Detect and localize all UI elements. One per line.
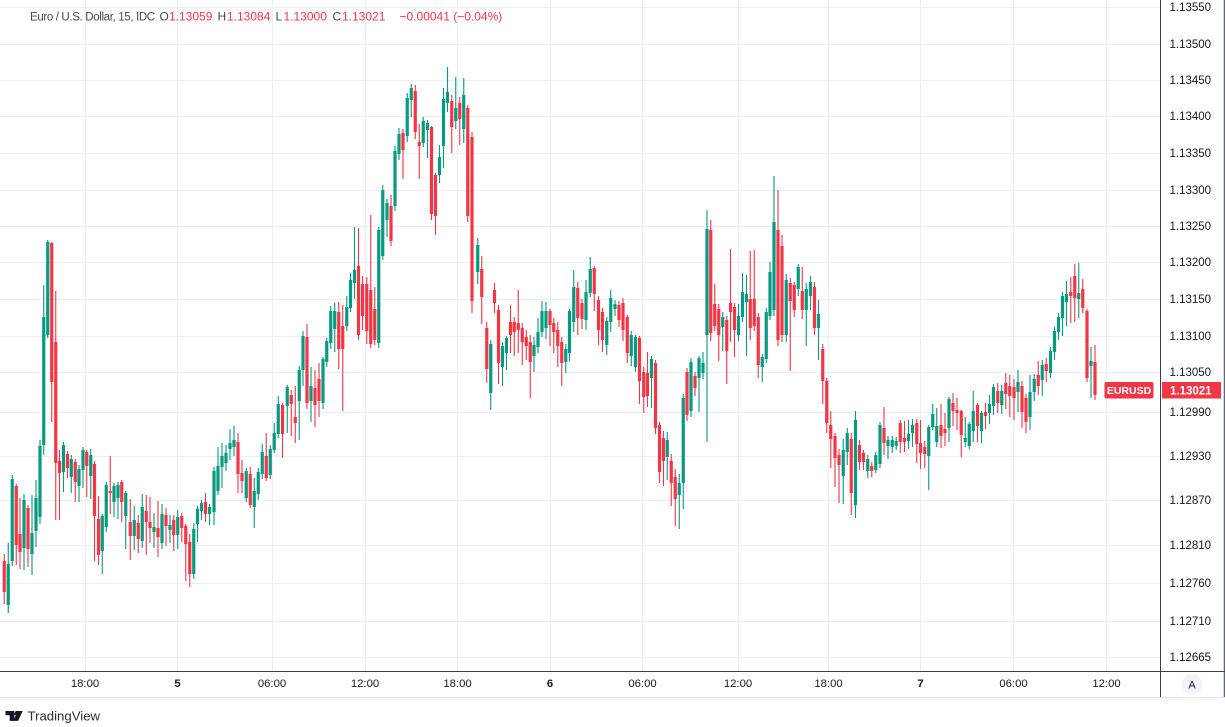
svg-text:18:00: 18:00: [443, 678, 471, 690]
svg-text:1.13100: 1.13100: [1170, 331, 1212, 343]
svg-text:1.13400: 1.13400: [1170, 111, 1212, 123]
svg-text:1.13550: 1.13550: [1170, 2, 1212, 14]
svg-text:5: 5: [174, 678, 180, 690]
svg-text:18:00: 18:00: [71, 678, 99, 690]
svg-text:1.13021: 1.13021: [1170, 386, 1212, 398]
svg-text:Euro / U.S. Dollar, 15, IDC: Euro / U.S. Dollar, 15, IDC: [30, 12, 155, 24]
svg-text:1.13050: 1.13050: [1170, 367, 1212, 379]
svg-text:1.13200: 1.13200: [1170, 257, 1212, 269]
svg-text:TradingView: TradingView: [28, 709, 101, 724]
svg-text:06:00: 06:00: [258, 678, 286, 690]
svg-text:18:00: 18:00: [814, 678, 842, 690]
svg-text:7: 7: [917, 678, 923, 690]
svg-text:12:00: 12:00: [351, 678, 379, 690]
svg-text:1.12870: 1.12870: [1170, 495, 1212, 507]
svg-text:1.12930: 1.12930: [1170, 451, 1212, 463]
svg-text:6: 6: [547, 678, 553, 690]
svg-text:1.12810: 1.12810: [1170, 540, 1212, 552]
svg-text:06:00: 06:00: [999, 678, 1027, 690]
svg-text:12:00: 12:00: [724, 678, 752, 690]
svg-text:1.13150: 1.13150: [1170, 294, 1212, 306]
svg-text:1.13450: 1.13450: [1170, 75, 1212, 87]
svg-text:12:00: 12:00: [1092, 678, 1120, 690]
svg-text:EURUSD: EURUSD: [1107, 385, 1152, 397]
svg-text:1.12665: 1.12665: [1170, 652, 1212, 664]
svg-text:1.12990: 1.12990: [1170, 407, 1212, 419]
svg-text:1.13300: 1.13300: [1170, 185, 1212, 197]
svg-text:1.12760: 1.12760: [1170, 578, 1212, 590]
svg-text:A: A: [1188, 680, 1196, 692]
svg-text:1.13500: 1.13500: [1170, 39, 1212, 51]
svg-text:06:00: 06:00: [628, 678, 656, 690]
svg-text:1.12710: 1.12710: [1170, 616, 1212, 628]
svg-text:1.13250: 1.13250: [1170, 221, 1212, 233]
svg-text:1.13350: 1.13350: [1170, 148, 1212, 160]
